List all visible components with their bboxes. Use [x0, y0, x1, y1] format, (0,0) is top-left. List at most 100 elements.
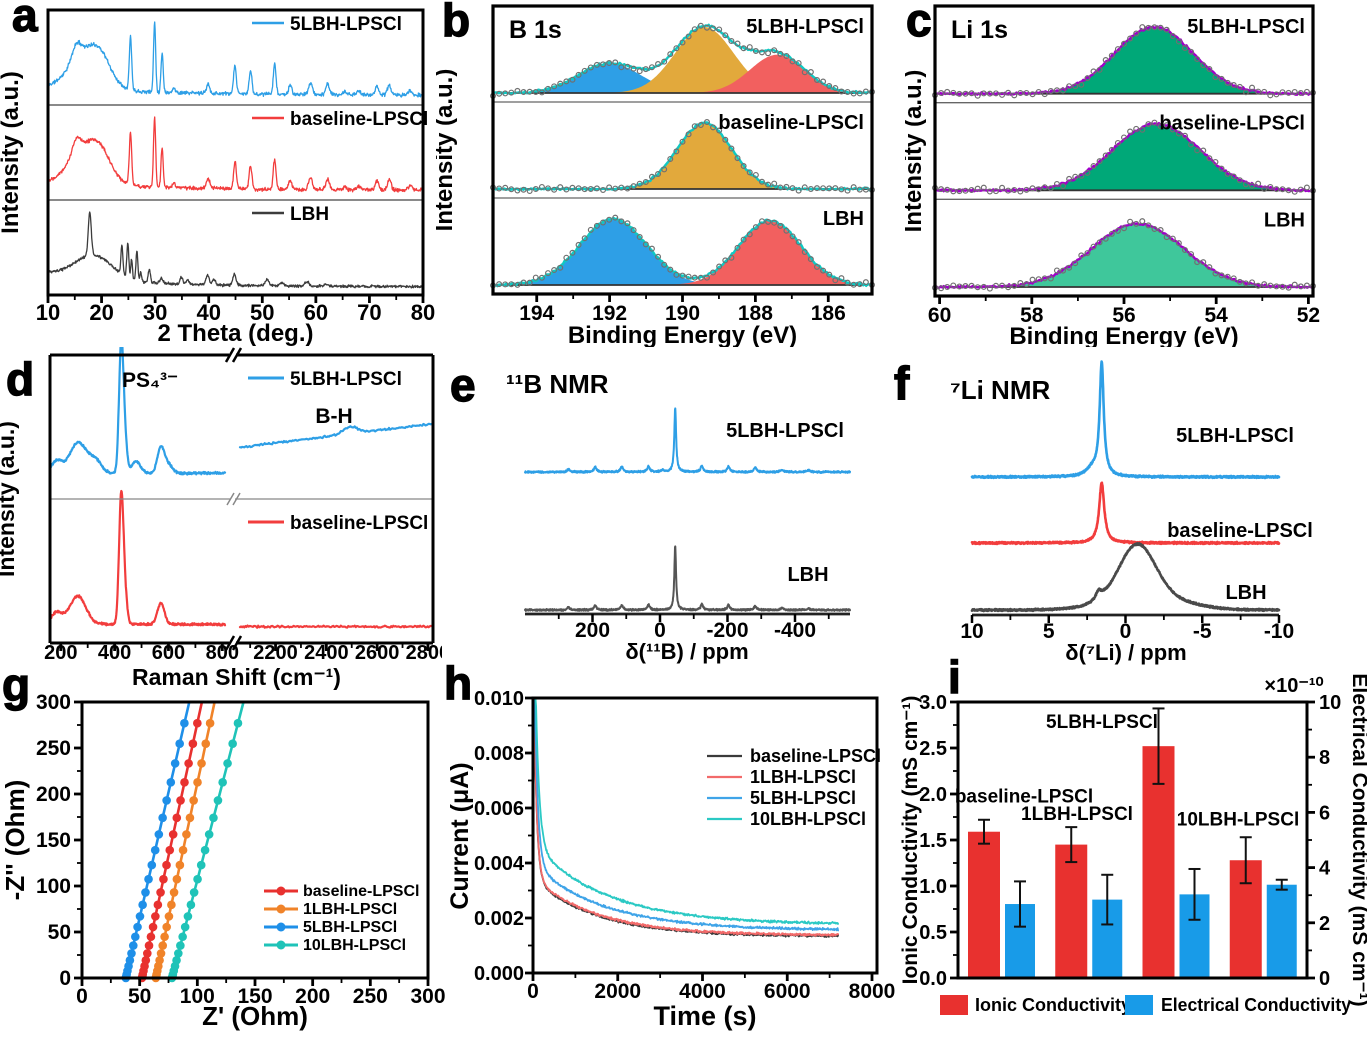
- panel-c-li1s-xps-chart: 5LBH-LPSCl baseline-LPSCl LBH Li 1s 60 58 56 54…: [905, 4, 1320, 347]
- panel-letter-a: a: [11, 0, 38, 41]
- svg-text:10LBH-LPSCl: 10LBH-LPSCl: [1177, 809, 1299, 830]
- svg-text:LBH: LBH: [1264, 209, 1305, 231]
- svg-text:1LBH-LPSCl: 1LBH-LPSCl: [1021, 804, 1133, 825]
- svg-text:LBH: LBH: [787, 564, 828, 586]
- svg-text:Binding Energy (eV): Binding Energy (eV): [1009, 323, 1238, 347]
- svg-text:Electrical Conductivity (mS cm: Electrical Conductivity (mS cm⁻¹): [1348, 673, 1367, 1006]
- svg-text:5LBH-LPSCl: 5LBH-LPSCl: [1046, 712, 1158, 733]
- svg-text:baseline-LPSCl: baseline-LPSCl: [290, 109, 428, 130]
- svg-text:baseline-LPSCl: baseline-LPSCl: [303, 883, 419, 900]
- svg-text:200: 200: [575, 619, 610, 642]
- svg-text:0.008: 0.008: [474, 743, 524, 765]
- svg-text:50: 50: [250, 300, 274, 325]
- panel-letter-d: d: [5, 353, 35, 405]
- svg-text:baseline-LPSCl: baseline-LPSCl: [290, 513, 428, 534]
- svg-text:54: 54: [1205, 304, 1229, 327]
- panel-g-eis-nyquist-chart: 0 50 100 150 200 250 300 0 50 100 150 200 250 300 Z' (…: [0, 691, 446, 1031]
- svg-text:LBH: LBH: [290, 204, 329, 225]
- svg-text:5LBH-LPSCl: 5LBH-LPSCl: [746, 16, 864, 38]
- svg-text:5LBH-LPSCl: 5LBH-LPSCl: [290, 14, 402, 35]
- svg-text:188: 188: [738, 302, 773, 325]
- svg-text:300: 300: [410, 985, 445, 1008]
- svg-text:6000: 6000: [764, 980, 811, 1003]
- svg-text:5LBH-LPSCl: 5LBH-LPSCl: [303, 919, 397, 936]
- svg-text:2600: 2600: [355, 642, 400, 664]
- panel-letter-c: c: [905, 0, 932, 46]
- svg-text:Current (μA): Current (μA): [448, 762, 474, 909]
- svg-text:0.002: 0.002: [474, 908, 524, 930]
- svg-text:800: 800: [206, 642, 239, 664]
- svg-text:4000: 4000: [679, 980, 726, 1003]
- svg-text:10LBH-LPSCl: 10LBH-LPSCl: [303, 937, 406, 954]
- svg-text:40: 40: [196, 300, 220, 325]
- svg-text:10: 10: [1319, 692, 1341, 714]
- svg-text:300: 300: [36, 691, 71, 714]
- panel-letter-f: f: [893, 357, 910, 409]
- svg-text:100: 100: [36, 875, 71, 898]
- svg-text:60: 60: [928, 304, 951, 327]
- svg-text:0: 0: [59, 967, 71, 990]
- svg-text:LBH: LBH: [823, 208, 864, 230]
- svg-text:0.010: 0.010: [474, 688, 524, 710]
- svg-text:-10: -10: [1264, 620, 1294, 643]
- svg-text:B-H: B-H: [315, 405, 352, 428]
- svg-text:Raman Shift (cm⁻¹): Raman Shift (cm⁻¹): [132, 664, 341, 690]
- panel-d-raman-chart: 5LBH-LPSCl baseline-LPSCl 200 400 600 800 2200…: [0, 347, 442, 690]
- svg-text:-Z'' (Ohm): -Z'' (Ohm): [0, 780, 30, 901]
- svg-text:150: 150: [36, 829, 71, 852]
- svg-text:baseline-LPSCl: baseline-LPSCl: [750, 746, 881, 766]
- panel-letter-b: b: [441, 0, 471, 46]
- svg-text:⁷Li NMR: ⁷Li NMR: [950, 375, 1050, 405]
- svg-text:1.0: 1.0: [919, 876, 947, 898]
- svg-text:Ionic Conductivity: Ionic Conductivity: [975, 995, 1131, 1015]
- svg-text:190: 190: [665, 302, 700, 325]
- svg-text:baseline-LPSCl: baseline-LPSCl: [955, 786, 1093, 807]
- svg-text:B 1s: B 1s: [509, 16, 562, 44]
- svg-text:1.5: 1.5: [919, 830, 947, 852]
- svg-text:50: 50: [48, 921, 71, 944]
- svg-text:0: 0: [1319, 968, 1330, 990]
- panel-f-7li-nmr-chart: 5LBH-LPSCl baseline-LPSCl LBH 10 5 0 -5 -10 δ(⁷L…: [950, 360, 1313, 665]
- svg-text:2 Theta (deg.): 2 Theta (deg.): [157, 320, 313, 347]
- svg-text:Time (s): Time (s): [653, 1001, 756, 1031]
- svg-text:Intensity (a.u.): Intensity (a.u.): [0, 71, 24, 234]
- svg-text:2: 2: [1319, 913, 1330, 935]
- svg-text:50: 50: [128, 985, 151, 1008]
- svg-text:Z' (Ohm): Z' (Ohm): [202, 1001, 308, 1031]
- svg-text:δ(⁷Li) / ppm: δ(⁷Li) / ppm: [1065, 640, 1186, 665]
- svg-text:Binding Energy (eV): Binding Energy (eV): [568, 322, 797, 347]
- svg-text:baseline-LPSCl: baseline-LPSCl: [1167, 520, 1313, 542]
- svg-text:0: 0: [654, 619, 666, 642]
- svg-text:-5: -5: [1193, 620, 1212, 643]
- svg-text:5LBH-LPSCl: 5LBH-LPSCl: [726, 420, 844, 442]
- svg-text:80: 80: [411, 300, 435, 325]
- svg-text:0: 0: [76, 985, 88, 1008]
- svg-text:0: 0: [527, 980, 539, 1003]
- svg-text:2.0: 2.0: [919, 784, 947, 806]
- svg-text:LBH: LBH: [1225, 582, 1266, 604]
- panel-h-current-decay-chart: 0 2000 4000 6000 8000 0.000 0.002 0.004 0.006 0.0…: [448, 688, 895, 1031]
- svg-text:PS₄³⁻: PS₄³⁻: [122, 369, 178, 392]
- svg-text:250: 250: [353, 985, 388, 1008]
- svg-text:8: 8: [1319, 747, 1330, 769]
- panel-letter-g: g: [1, 659, 31, 711]
- svg-text:-400: -400: [774, 619, 816, 642]
- svg-text:5LBH-LPSCl: 5LBH-LPSCl: [290, 369, 402, 390]
- svg-text:200: 200: [44, 642, 77, 664]
- svg-text:0.000: 0.000: [474, 963, 524, 985]
- svg-text:Intensity (a.u.): Intensity (a.u.): [0, 421, 19, 577]
- panel-letter-i: i: [947, 651, 961, 703]
- panel-e-11b-nmr-chart: 5LBH-LPSCl LBH 200 0 -200 -400 δ(¹¹B) / ppm ¹¹B…: [506, 369, 851, 664]
- svg-text:δ(¹¹B) / ppm: δ(¹¹B) / ppm: [625, 639, 748, 664]
- svg-text:150: 150: [237, 985, 272, 1008]
- svg-text:192: 192: [592, 302, 627, 325]
- svg-text:56: 56: [1112, 304, 1135, 327]
- svg-text:2400: 2400: [304, 642, 349, 664]
- svg-text:0.006: 0.006: [474, 798, 524, 820]
- svg-text:-200: -200: [706, 619, 748, 642]
- svg-text:52: 52: [1297, 304, 1320, 327]
- svg-text:1LBH-LPSCl: 1LBH-LPSCl: [750, 767, 856, 787]
- svg-text:60: 60: [304, 300, 328, 325]
- svg-text:baseline-LPSCl: baseline-LPSCl: [718, 112, 864, 134]
